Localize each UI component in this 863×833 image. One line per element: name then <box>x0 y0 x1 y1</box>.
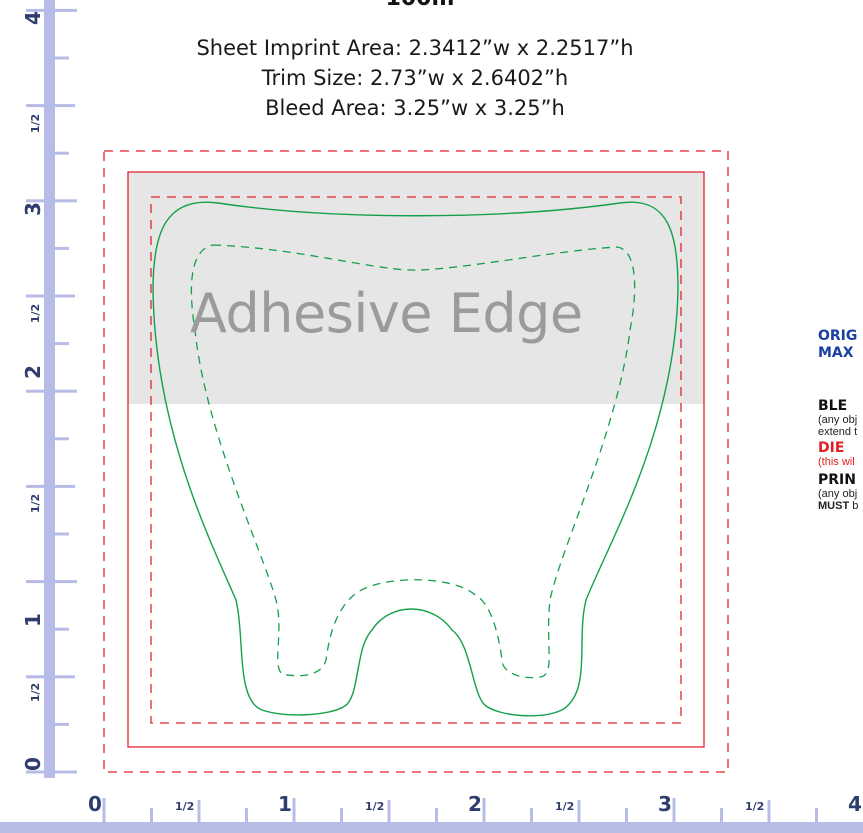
v-ruler-tick <box>55 294 75 298</box>
v-ruler-tick <box>26 389 44 393</box>
v-ruler-half: 1/2 <box>29 493 43 514</box>
legend-die-block: DIE (this wil <box>818 440 855 468</box>
h-ruler-half: 1/2 <box>745 800 765 813</box>
v-ruler-tick <box>55 151 69 155</box>
h-ruler-tick <box>292 798 296 822</box>
v-ruler-tick <box>55 56 69 60</box>
v-ruler-tick <box>55 580 77 584</box>
legend-print-must: MUST <box>818 500 850 512</box>
legend-print-note1: (any obj <box>818 488 858 500</box>
h-ruler-tick <box>577 800 581 822</box>
bleed-area-text: Bleed Area: 3.25”w x 3.25”h <box>265 96 565 120</box>
h-ruler-half: 1/2 <box>175 800 195 813</box>
v-ruler-tick <box>55 342 69 346</box>
legend-orig-line2: MAX <box>818 345 854 361</box>
v-ruler-num-2: 2 <box>20 365 45 379</box>
h-ruler-tick <box>625 808 628 822</box>
legend-die-note: (this wil <box>818 456 855 468</box>
legend-print-title: PRIN <box>818 472 856 488</box>
v-ruler-tick <box>26 294 44 298</box>
v-ruler-tick <box>26 484 44 488</box>
h-ruler-tick <box>672 798 676 822</box>
v-ruler-tick <box>26 8 44 12</box>
trim-outline <box>127 171 705 748</box>
v-ruler-num-3: 3 <box>20 202 45 216</box>
trim-size-text: Trim Size: 2.73”w x 2.6402”h <box>261 66 569 90</box>
v-ruler-tick <box>55 627 69 631</box>
h-ruler-tick <box>245 808 248 822</box>
h-ruler-tick <box>102 798 106 822</box>
legend-print-note2-rest: b <box>849 500 859 512</box>
v-ruler-tick <box>26 770 44 774</box>
v-ruler-tick <box>26 675 44 679</box>
v-ruler-tick <box>55 437 69 441</box>
h-ruler-num-4: 4 <box>848 792 862 816</box>
legend-print-block: PRIN (any obj MUST b <box>818 472 858 512</box>
imprint-area-outline <box>150 196 682 724</box>
legend-die-title: DIE <box>818 440 845 456</box>
legend-orig-block: ORIG MAX <box>818 328 857 362</box>
legend-bleed-note2: extend t <box>818 426 858 438</box>
h-ruler-tick <box>197 800 201 822</box>
bleed-area-outline <box>103 150 729 773</box>
h-ruler-tick <box>530 808 533 822</box>
h-ruler-tick <box>387 800 391 822</box>
h-ruler-tick <box>435 808 438 822</box>
v-ruler-tick <box>55 104 75 108</box>
v-ruler-num-0: 0 <box>20 757 45 771</box>
h-ruler-num-2: 2 <box>468 792 482 816</box>
v-ruler-tick <box>55 246 69 250</box>
horizontal-ruler-bar <box>0 822 863 833</box>
header-title: 100m <box>360 0 480 11</box>
v-ruler-tick <box>55 532 69 536</box>
legend-print-note2: MUST b <box>818 500 858 512</box>
legend-bleed-block: BLE (any obj extend t <box>818 398 857 438</box>
v-ruler-num-1: 1 <box>20 613 45 627</box>
h-ruler-tick <box>767 800 771 822</box>
v-ruler-num-4: 4 <box>20 11 45 25</box>
v-ruler-tick <box>55 8 77 12</box>
h-ruler-half: 1/2 <box>555 800 575 813</box>
v-ruler-tick <box>55 199 77 203</box>
v-ruler-tick <box>26 199 44 203</box>
v-ruler-tick <box>55 389 77 393</box>
v-ruler-tick <box>55 770 77 774</box>
h-ruler-tick <box>150 808 153 822</box>
tooth-imprint-line <box>190 244 636 679</box>
h-ruler-tick <box>815 808 818 822</box>
imprint-area-text: Sheet Imprint Area: 2.3412”w x 2.2517”h <box>196 36 634 60</box>
h-ruler-num-3: 3 <box>658 792 672 816</box>
v-ruler-half: 1/2 <box>29 682 43 703</box>
v-ruler-tick <box>55 722 69 726</box>
v-ruler-tick <box>55 484 75 488</box>
h-ruler-tick <box>720 808 723 822</box>
legend-bleed-title: BLE <box>818 398 848 414</box>
h-ruler-tick <box>340 808 343 822</box>
v-ruler-half: 1/2 <box>29 113 43 134</box>
legend-bleed-note1: (any obj <box>818 414 858 426</box>
v-ruler-tick <box>26 580 44 584</box>
h-ruler-tick <box>482 798 486 822</box>
vertical-ruler-ticks <box>26 8 77 774</box>
v-ruler-tick <box>26 104 44 108</box>
vertical-ruler-bar <box>44 0 55 778</box>
v-ruler-tick <box>55 675 75 679</box>
h-ruler-half: 1/2 <box>365 800 385 813</box>
h-ruler-num-0: 0 <box>88 792 102 816</box>
tooth-die-line <box>152 201 679 717</box>
legend-orig-line1: ORIG <box>818 328 858 344</box>
horizontal-ruler-ticks <box>102 798 818 822</box>
h-ruler-num-1: 1 <box>278 792 292 816</box>
adhesive-edge-label: Adhesive Edge <box>190 282 583 345</box>
adhesive-edge-area <box>128 172 704 404</box>
v-ruler-half: 1/2 <box>29 303 43 324</box>
